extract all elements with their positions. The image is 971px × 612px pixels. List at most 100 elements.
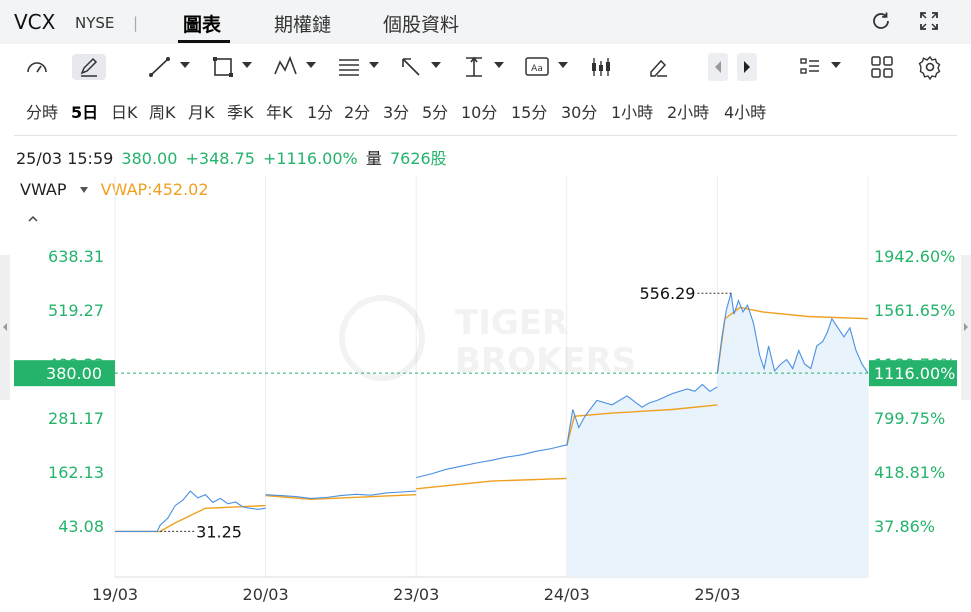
period-15m[interactable]: 15分: [511, 103, 548, 122]
vwap-line: [115, 504, 266, 533]
candle-tool-icon[interactable]: [588, 54, 614, 80]
period-30m[interactable]: 30分: [561, 103, 598, 122]
period-monthly-k[interactable]: 月K: [188, 103, 215, 122]
pattern-tool-icon[interactable]: [272, 54, 300, 80]
text-tool-icon[interactable]: Aa: [523, 54, 551, 80]
right-panel-toggle[interactable]: [961, 255, 971, 400]
draw-pen-button[interactable]: [72, 54, 106, 80]
price-line: [115, 490, 266, 532]
period-1m[interactable]: 1分: [307, 103, 334, 122]
high-marker-label: 556.29: [639, 284, 695, 303]
vwap-line: [265, 494, 417, 501]
y-tick-label: 519.27: [48, 301, 104, 320]
draw-pen-icon: [80, 57, 98, 77]
ticker-symbol: VCX: [14, 10, 56, 34]
x-tick-label: 23/03: [393, 585, 439, 604]
watermark: TIGER BROKERS: [339, 295, 636, 381]
period-10m[interactable]: 10分: [461, 103, 498, 122]
indicator-selector[interactable]: VWAP: [20, 180, 67, 199]
line-tool-caret-icon[interactable]: [180, 62, 190, 68]
quote-change: +348.75: [185, 149, 255, 168]
next-icon: [744, 61, 750, 73]
y-tick-label: 638.31: [48, 247, 104, 266]
settings-icon[interactable]: [917, 54, 943, 80]
period-yearly-k[interactable]: 年K: [266, 103, 293, 122]
period-intraday[interactable]: 分時: [26, 103, 59, 122]
low-marker-label: 31.25: [196, 522, 242, 541]
watermark-text-2: BROKERS: [455, 341, 636, 381]
price-line: [716, 293, 869, 374]
drawing-toolbar: Aa: [0, 46, 971, 88]
x-tick-label: 19/03: [92, 585, 138, 604]
tab-option-chain[interactable]: 期權鏈: [274, 14, 332, 36]
rectangle-tool-icon[interactable]: [210, 54, 236, 80]
period-4h[interactable]: 4小時: [724, 103, 767, 122]
y-tick-label-right: 37.86%: [874, 517, 935, 536]
period-1h[interactable]: 1小時: [611, 103, 654, 122]
refresh-icon[interactable]: [869, 9, 893, 33]
quote-volume-label: 量: [365, 149, 382, 168]
left-panel-toggle[interactable]: [0, 255, 10, 400]
quote-price: 380.00: [121, 149, 178, 168]
period-2h[interactable]: 2小時: [667, 103, 710, 122]
collapse-chevron-icon[interactable]: [28, 214, 38, 224]
current-pct-tag-label: 1116.00%: [874, 364, 955, 383]
arrow-tool-icon[interactable]: [398, 54, 424, 80]
period-5d[interactable]: 5日: [71, 103, 99, 122]
line-tool-icon[interactable]: [147, 54, 173, 80]
list-layout-icon[interactable]: [797, 54, 823, 80]
period-weekly-k[interactable]: 周K: [149, 103, 176, 122]
chart-series: [115, 293, 869, 577]
current-price-tag: [14, 360, 115, 387]
price-line: [265, 490, 417, 499]
top-bar: VCX NYSE | 圖表 期權鏈 個股資料: [0, 0, 971, 44]
active-tab-underline: [178, 40, 230, 43]
y-tick-label: 162.13: [48, 463, 104, 482]
price-line: [416, 444, 567, 479]
period-2m[interactable]: 2分: [344, 103, 371, 122]
x-tick-label: 24/03: [544, 585, 590, 604]
quote-time: 25/03 15:59: [16, 149, 114, 168]
measure-tool-caret-icon[interactable]: [494, 62, 504, 68]
eraser-icon[interactable]: [645, 54, 671, 80]
arrow-tool-caret-icon[interactable]: [431, 62, 441, 68]
text-tool-caret-icon[interactable]: [558, 62, 568, 68]
period-daily-k[interactable]: 日K: [111, 103, 138, 122]
tab-chart[interactable]: 圖表: [183, 14, 222, 36]
indicator-row: VWAP VWAP:452.02: [20, 180, 209, 199]
pattern-tool-caret-icon[interactable]: [306, 62, 316, 68]
indicator-value: VWAP:452.02: [100, 180, 209, 199]
indicator-caret-icon[interactable]: [79, 187, 88, 193]
vwap-line: [566, 404, 718, 446]
next-button[interactable]: [737, 53, 757, 81]
current-price-tag-label: 380.00: [46, 364, 102, 383]
rectangle-tool-caret-icon[interactable]: [242, 62, 252, 68]
list-layout-caret-icon[interactable]: [831, 62, 841, 68]
y-tick-label-right: 418.81%: [874, 463, 945, 482]
chart-annotations: 380.00 1116.00% 556.29 31.25: [14, 284, 957, 541]
period-5m[interactable]: 5分: [422, 103, 449, 122]
fib-tool-icon[interactable]: [336, 54, 362, 80]
period-quarterly-k[interactable]: 季K: [227, 103, 254, 122]
svg-text:Aa: Aa: [531, 64, 543, 74]
grid-layout-icon[interactable]: [869, 54, 895, 80]
watermark-logo-icon: [339, 295, 425, 381]
y-tick-label-right: 1942.60%: [874, 247, 955, 266]
current-pct-tag: [869, 360, 957, 387]
indicator-gauge-icon[interactable]: [24, 54, 50, 80]
price-line: [566, 383, 718, 446]
tab-stock-info[interactable]: 個股資料: [383, 14, 460, 36]
fib-tool-caret-icon[interactable]: [369, 62, 379, 68]
price-area: [566, 384, 718, 577]
quote-change-pct: +1116.00%: [262, 149, 358, 168]
prev-button[interactable]: [708, 53, 728, 81]
y-tick-label-right: 1561.65%: [874, 301, 955, 320]
right-arrow-icon: [964, 323, 968, 331]
period-3m[interactable]: 3分: [383, 103, 410, 122]
y-tick-label-right: 799.75%: [874, 409, 945, 428]
measure-tool-icon[interactable]: [461, 54, 487, 80]
fullscreen-icon[interactable]: [917, 9, 941, 33]
quote-volume: 7626股: [389, 149, 447, 168]
price-area: [717, 293, 868, 577]
